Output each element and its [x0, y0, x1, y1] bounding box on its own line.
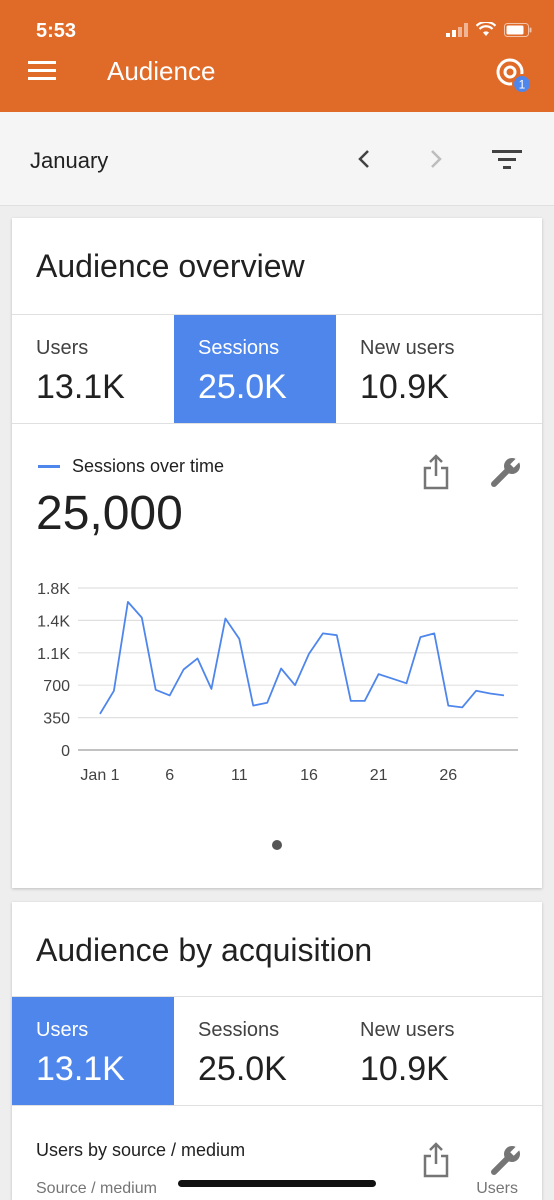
metric-value: 10.9K	[360, 368, 449, 406]
wrench-icon[interactable]	[488, 1142, 524, 1178]
share-icon[interactable]	[422, 454, 450, 490]
legend-label: Sessions over time	[72, 456, 225, 476]
metric-tabs: Users 13.1K Sessions 25.0K New users 10.…	[12, 314, 542, 424]
metric-label: Sessions	[198, 1019, 280, 1041]
series-line	[99, 601, 505, 715]
chart-legend: Sessions over time	[38, 456, 224, 477]
x-tick-label: 21	[370, 767, 388, 784]
metric-value: 25.0K	[198, 368, 287, 406]
y-tick-label: 700	[43, 678, 70, 695]
metric-label: New users	[360, 337, 455, 359]
metric-tab-new-users[interactable]: New users 10.9K	[336, 997, 542, 1105]
battery-icon	[504, 22, 532, 37]
pager-dot[interactable]	[272, 840, 282, 850]
menu-icon[interactable]	[28, 60, 56, 82]
account-switcher-icon[interactable]: 1	[492, 54, 532, 94]
metric-tab-sessions[interactable]: Sessions 25.0K	[174, 315, 336, 423]
sessions-line-chart: 0 350 700 1.1K 1.4K 1.8K Jan 1 6 11 16 21 26	[37, 581, 518, 784]
wifi-icon	[476, 22, 496, 36]
sessions-total: 25,000	[36, 487, 183, 540]
table-title: Users by source / medium	[36, 1140, 246, 1160]
wrench-icon[interactable]	[488, 454, 524, 490]
y-tick-label: 0	[61, 743, 70, 760]
share-icon[interactable]	[422, 1142, 450, 1178]
column-header-source[interactable]: Source / medium	[36, 1180, 157, 1197]
filter-icon[interactable]	[492, 148, 522, 172]
metric-tab-users[interactable]: Users 13.1K	[12, 997, 174, 1105]
metric-tab-sessions[interactable]: Sessions 25.0K	[174, 997, 336, 1105]
metric-tabs: Users 13.1K Sessions 25.0K New users 10.…	[12, 996, 542, 1106]
metric-label: Users	[36, 337, 89, 359]
metric-value: 13.1K	[36, 1050, 125, 1088]
y-tick-label: 1.8K	[37, 581, 70, 598]
app-title: Audience	[107, 56, 216, 86]
y-tick-label: 1.1K	[37, 646, 70, 663]
card-title: Audience by acquisition	[36, 932, 373, 968]
y-tick-label: 1.4K	[37, 613, 70, 630]
home-indicator	[178, 1180, 376, 1187]
x-tick-label: 11	[231, 767, 248, 784]
card-title: Audience overview	[36, 248, 305, 284]
x-tick-label: 26	[439, 767, 457, 784]
metric-label: New users	[360, 1019, 455, 1041]
audience-acquisition-card: Audience by acquisition Users 13.1K Sess…	[12, 902, 542, 1200]
metric-value: 10.9K	[360, 1050, 449, 1088]
audience-overview-card: Audience overview Users 13.1K Sessions 2…	[12, 218, 542, 888]
metric-tab-users[interactable]: Users 13.1K	[12, 315, 174, 423]
date-range-label[interactable]: January	[30, 148, 109, 173]
metric-value: 13.1K	[36, 368, 125, 406]
app-bar: 5:53 Audience 1	[0, 0, 554, 112]
chevron-right-icon[interactable]	[422, 146, 448, 172]
column-header-users[interactable]: Users	[476, 1180, 518, 1197]
status-icons	[446, 22, 532, 37]
metric-label: Users	[36, 1019, 89, 1041]
notification-badge: 1	[519, 78, 526, 92]
metric-value: 25.0K	[198, 1050, 287, 1088]
status-time: 5:53	[36, 20, 77, 42]
signal-icon	[446, 22, 468, 37]
metric-label: Sessions	[198, 337, 280, 359]
date-bar: January	[0, 112, 554, 206]
x-tick-label: Jan 1	[80, 767, 119, 784]
x-tick-label: 16	[300, 767, 318, 784]
y-tick-label: 350	[43, 711, 70, 728]
legend-swatch	[38, 465, 60, 468]
metric-tab-new-users[interactable]: New users 10.9K	[336, 315, 542, 423]
x-tick-label: 6	[165, 767, 174, 784]
chevron-left-icon[interactable]	[352, 146, 378, 172]
